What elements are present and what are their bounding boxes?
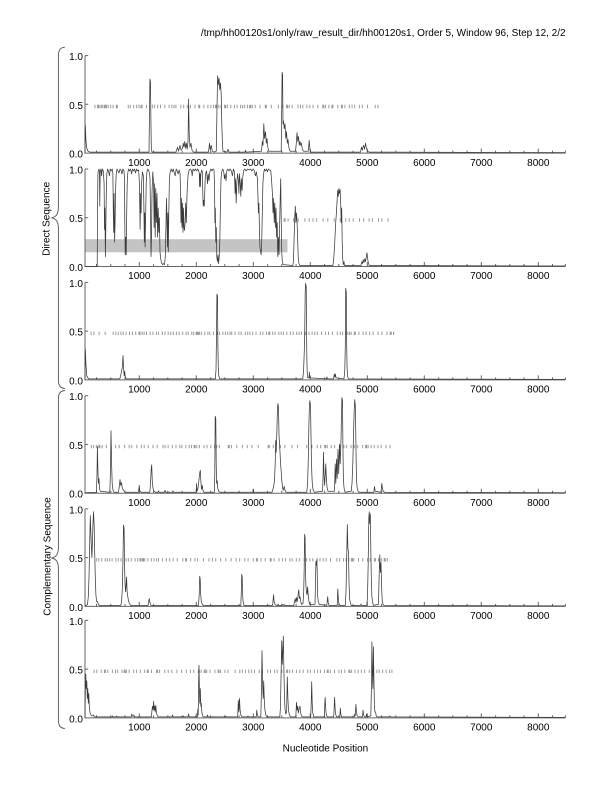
- svg-text:3000: 3000: [242, 498, 265, 509]
- svg-text:0.5: 0.5: [69, 328, 83, 339]
- svg-text:6000: 6000: [413, 158, 436, 169]
- svg-text:4000: 4000: [299, 498, 322, 509]
- svg-text:1000: 1000: [128, 723, 151, 734]
- svg-text:7000: 7000: [470, 723, 493, 734]
- svg-text:1000: 1000: [128, 498, 151, 509]
- svg-text:7000: 7000: [470, 158, 493, 169]
- svg-text:4000: 4000: [299, 723, 322, 734]
- svg-text:0.0: 0.0: [69, 603, 83, 614]
- svg-text:6000: 6000: [413, 385, 436, 396]
- svg-text:1000: 1000: [128, 271, 151, 282]
- svg-text:0.5: 0.5: [69, 441, 83, 452]
- svg-text:1.0: 1.0: [69, 617, 83, 628]
- svg-text:2000: 2000: [185, 498, 208, 509]
- svg-text:5000: 5000: [356, 385, 379, 396]
- svg-text:3000: 3000: [242, 385, 265, 396]
- svg-text:0.5: 0.5: [69, 666, 83, 677]
- svg-text:6000: 6000: [413, 498, 436, 509]
- svg-text:Direct Sequence: Direct Sequence: [42, 181, 53, 255]
- svg-text:6000: 6000: [413, 723, 436, 734]
- svg-text:3000: 3000: [242, 611, 265, 622]
- svg-text:0.5: 0.5: [69, 101, 83, 112]
- svg-text:Complementary Sequence: Complementary Sequence: [42, 497, 53, 616]
- svg-text:Nucleotide Position: Nucleotide Position: [283, 744, 369, 755]
- svg-text:8000: 8000: [527, 611, 550, 622]
- svg-text:3000: 3000: [242, 271, 265, 282]
- svg-text:8000: 8000: [527, 158, 550, 169]
- svg-text:3000: 3000: [242, 723, 265, 734]
- svg-text:0.0: 0.0: [69, 376, 83, 387]
- svg-text:/tmp/hh00120s1/only/raw_result: /tmp/hh00120s1/only/raw_result_dir/hh001…: [201, 28, 566, 39]
- svg-text:7000: 7000: [470, 385, 493, 396]
- svg-text:8000: 8000: [527, 385, 550, 396]
- svg-text:1.0: 1.0: [69, 52, 83, 63]
- svg-text:3000: 3000: [242, 158, 265, 169]
- svg-text:2000: 2000: [185, 723, 208, 734]
- svg-text:1000: 1000: [128, 158, 151, 169]
- svg-text:5000: 5000: [356, 271, 379, 282]
- svg-text:0.0: 0.0: [69, 714, 83, 725]
- svg-text:8000: 8000: [527, 498, 550, 509]
- svg-text:0.5: 0.5: [69, 554, 83, 565]
- svg-text:6000: 6000: [413, 271, 436, 282]
- svg-text:4000: 4000: [299, 611, 322, 622]
- svg-text:1.0: 1.0: [69, 165, 83, 176]
- svg-text:7000: 7000: [470, 271, 493, 282]
- svg-text:1.0: 1.0: [69, 392, 83, 403]
- svg-text:2000: 2000: [185, 611, 208, 622]
- svg-text:0.5: 0.5: [69, 214, 83, 225]
- svg-text:2000: 2000: [185, 385, 208, 396]
- svg-text:1.0: 1.0: [69, 279, 83, 290]
- svg-text:1.0: 1.0: [69, 505, 83, 516]
- svg-text:7000: 7000: [470, 611, 493, 622]
- svg-text:2000: 2000: [185, 158, 208, 169]
- svg-text:0.0: 0.0: [69, 150, 83, 161]
- svg-text:6000: 6000: [413, 611, 436, 622]
- svg-text:5000: 5000: [356, 723, 379, 734]
- svg-text:1000: 1000: [128, 611, 151, 622]
- svg-text:1000: 1000: [128, 385, 151, 396]
- svg-text:2000: 2000: [185, 271, 208, 282]
- svg-text:5000: 5000: [356, 498, 379, 509]
- svg-text:0.0: 0.0: [69, 490, 83, 501]
- svg-text:8000: 8000: [527, 723, 550, 734]
- svg-text:7000: 7000: [470, 498, 493, 509]
- svg-text:4000: 4000: [299, 385, 322, 396]
- svg-text:5000: 5000: [356, 158, 379, 169]
- svg-text:8000: 8000: [527, 271, 550, 282]
- svg-text:4000: 4000: [299, 158, 322, 169]
- svg-text:5000: 5000: [356, 611, 379, 622]
- svg-text:0.0: 0.0: [69, 263, 83, 274]
- svg-text:4000: 4000: [299, 271, 322, 282]
